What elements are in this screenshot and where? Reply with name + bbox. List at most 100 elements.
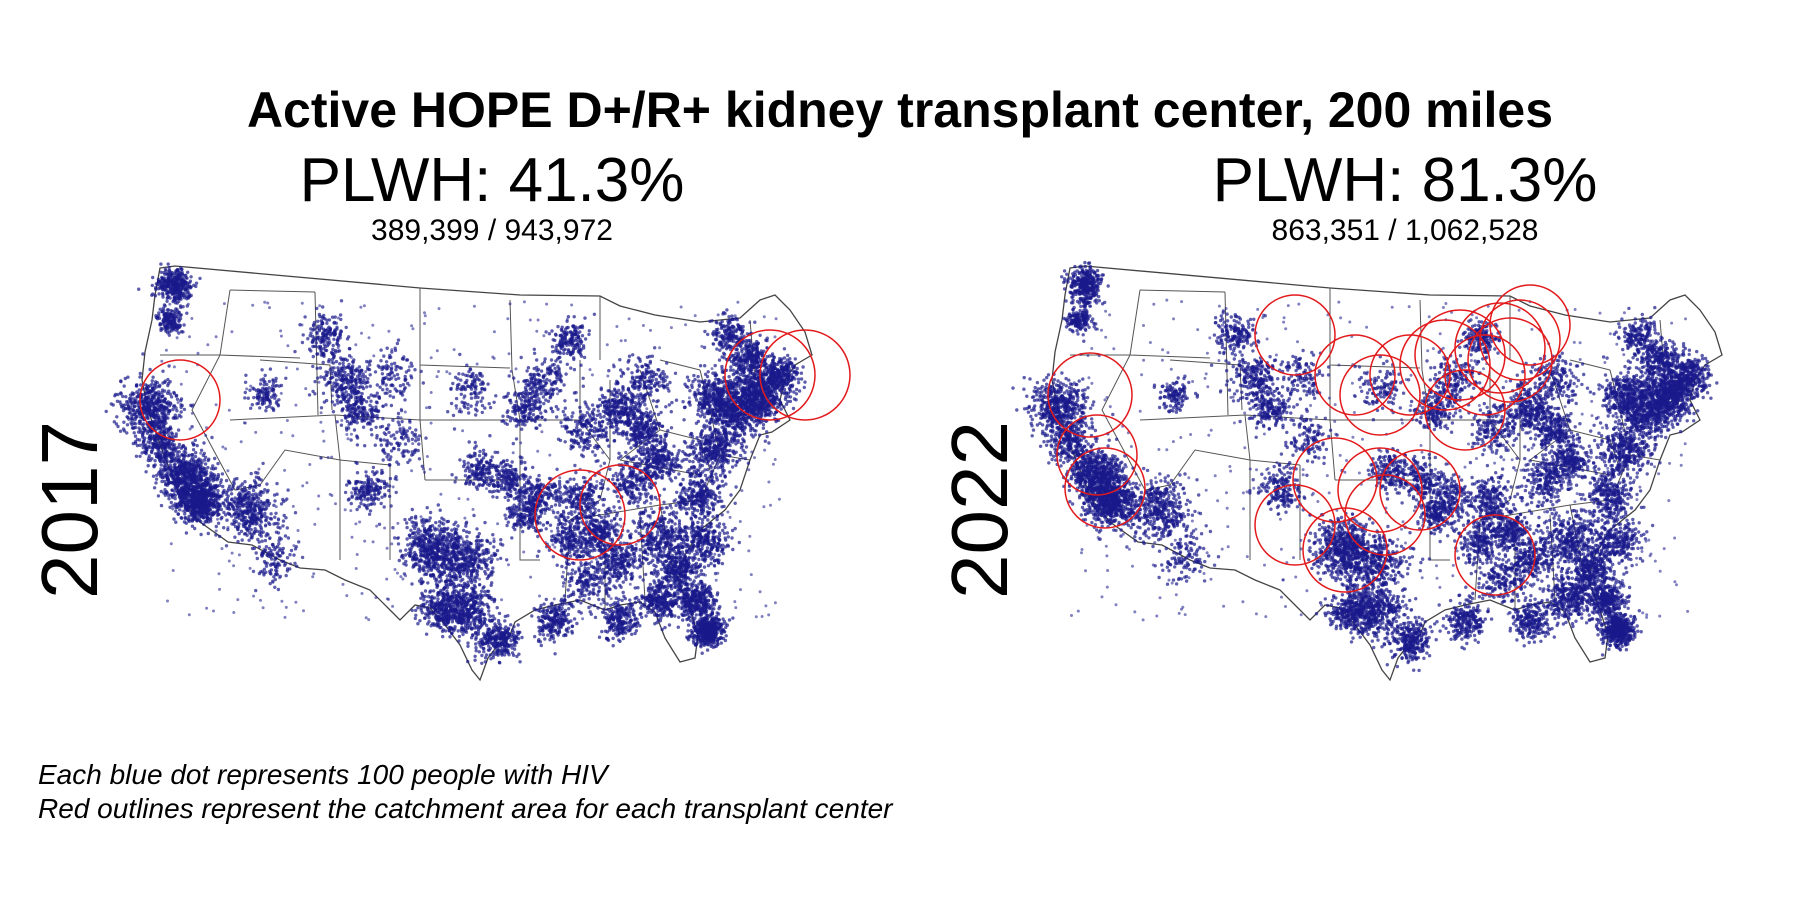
- hiv-dot: [260, 368, 264, 372]
- hiv-dot: [170, 469, 175, 473]
- hiv-dot: [338, 333, 342, 337]
- hiv-dot: [274, 376, 278, 381]
- hiv-dot: [256, 471, 260, 475]
- hiv-dot: [148, 367, 152, 372]
- hiv-dot: [241, 490, 245, 494]
- hiv-dot: [175, 409, 179, 413]
- hiv-dot: [166, 430, 170, 434]
- hiv-dot: [157, 292, 161, 296]
- hiv-dot: [284, 376, 288, 380]
- hiv-dot: [265, 482, 269, 486]
- hiv-dot: [478, 626, 482, 630]
- hiv-dot: [174, 269, 178, 273]
- hiv-dot: [487, 609, 491, 613]
- hiv-dot: [173, 301, 178, 305]
- hiv-dot: [206, 504, 210, 508]
- hiv-dot: [165, 323, 169, 327]
- hiv-dot: [454, 520, 458, 524]
- hiv-dot: [167, 433, 171, 437]
- hiv-dot: [369, 417, 373, 422]
- hiv-dot: [186, 481, 190, 485]
- hiv-dot: [201, 516, 206, 520]
- hiv-dot: [241, 514, 245, 518]
- hiv-dot: [431, 551, 435, 555]
- hiv-dot: [414, 514, 418, 519]
- hiv-dot: [349, 393, 353, 397]
- hiv-dot: [383, 494, 387, 498]
- hiv-dot: [260, 514, 264, 518]
- hiv-dot: [159, 408, 163, 413]
- hiv-dot: [349, 407, 354, 411]
- hiv-dot: [423, 537, 428, 541]
- hiv-dot: [164, 269, 168, 273]
- hiv-dot: [235, 487, 240, 491]
- hiv-dot: [410, 543, 415, 548]
- hiv-dot: [470, 586, 474, 590]
- hiv-dot: [214, 524, 218, 529]
- hiv-dot: [365, 417, 370, 421]
- hiv-dot: [240, 482, 245, 486]
- panel-2017-header: PLWH: 41.3% 389,399 / 943,972: [212, 148, 772, 248]
- hiv-dot: [121, 403, 125, 408]
- hiv-dot: [263, 514, 267, 519]
- hiv-dot: [214, 498, 219, 503]
- hiv-dot: [250, 546, 255, 551]
- hiv-dot: [321, 360, 325, 365]
- hiv-dot: [518, 660, 522, 664]
- hiv-dot: [441, 547, 445, 552]
- hiv-dot: [258, 406, 262, 410]
- hiv-dot: [171, 475, 175, 480]
- hiv-dot: [208, 487, 212, 491]
- hiv-dot: [344, 325, 348, 330]
- hiv-dot: [154, 314, 158, 318]
- hiv-dot: [211, 479, 215, 483]
- hiv-dot: [354, 479, 358, 484]
- hiv-dot: [132, 404, 137, 409]
- hiv-dot: [448, 582, 453, 587]
- hiv-dot: [181, 499, 185, 504]
- hiv-dot: [427, 540, 432, 545]
- hiv-dot: [150, 379, 154, 383]
- hiv-dot: [456, 629, 460, 633]
- hiv-dot: [160, 479, 164, 484]
- hiv-dot: [128, 410, 132, 415]
- hiv-dot: [405, 537, 409, 541]
- hiv-dot: [270, 406, 274, 410]
- hiv-dot: [438, 533, 442, 537]
- hiv-dot: [418, 529, 422, 533]
- hiv-dot: [130, 422, 134, 427]
- hiv-dot: [173, 489, 177, 493]
- hiv-dot: [359, 486, 364, 490]
- hiv-dot: [155, 473, 159, 477]
- hiv-dot: [182, 323, 186, 327]
- hiv-dot: [118, 400, 122, 404]
- hiv-dot: [144, 449, 149, 453]
- hiv-dot: [461, 572, 466, 576]
- hiv-dot: [343, 366, 347, 370]
- hiv-dot: [353, 411, 357, 416]
- hiv-dot: [412, 531, 417, 535]
- hiv-dot: [404, 553, 408, 557]
- hiv-dot: [457, 639, 461, 643]
- hiv-dot: [166, 308, 171, 312]
- hiv-dot: [193, 454, 198, 459]
- hiv-dot: [222, 488, 226, 493]
- hiv-dot: [173, 457, 177, 461]
- hiv-dot: [222, 526, 226, 530]
- hiv-dot: [162, 308, 166, 313]
- hiv-dot: [174, 393, 179, 398]
- hiv-dot: [177, 319, 181, 323]
- hiv-dot: [159, 503, 164, 508]
- hiv-dot: [420, 520, 424, 524]
- hiv-dot: [249, 509, 253, 513]
- hiv-dot: [161, 276, 165, 281]
- hiv-dot: [446, 546, 450, 550]
- hiv-dot: [434, 577, 439, 582]
- hiv-dot: [412, 521, 416, 525]
- hiv-dot: [158, 307, 162, 311]
- hiv-dot: [263, 396, 267, 400]
- hiv-dot: [473, 658, 477, 662]
- hiv-dot: [118, 429, 123, 433]
- hiv-dot: [220, 494, 224, 498]
- hiv-dot: [185, 311, 189, 315]
